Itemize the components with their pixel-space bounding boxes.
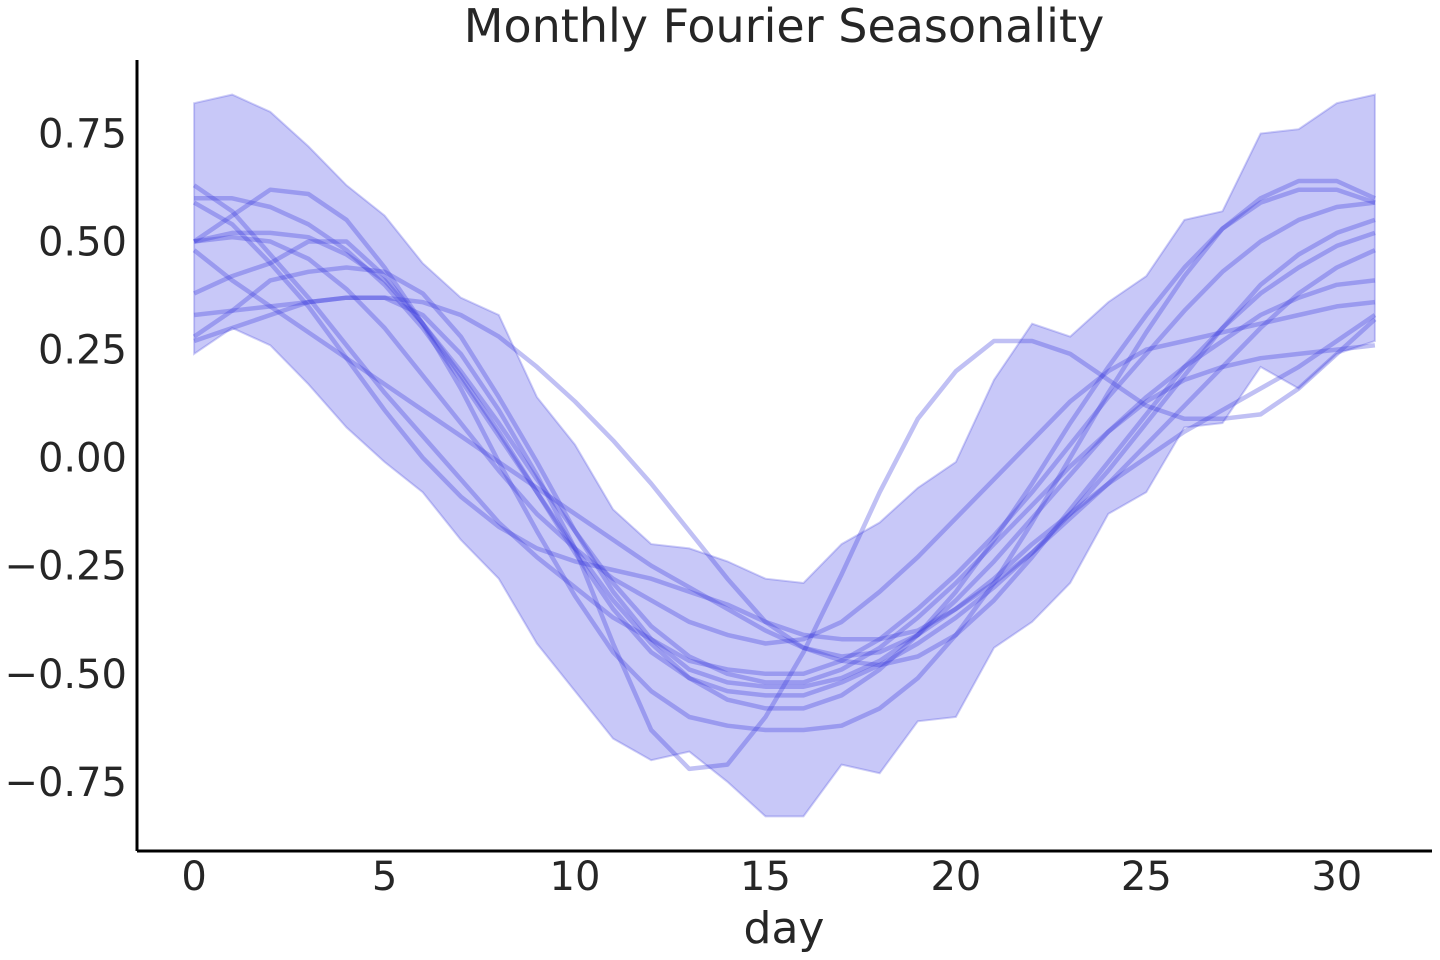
series-line-5 <box>193 217 1376 698</box>
chart-title: Monthly Fourier Seasonality <box>464 0 1104 53</box>
series-line-3 <box>192 178 1376 733</box>
series-line-6 <box>192 265 1376 689</box>
y-tick-label: −0.25 <box>4 544 127 590</box>
y-tick-label: −0.50 <box>4 652 127 698</box>
y-tick-label: 0.25 <box>38 328 127 374</box>
y-tick-label: 0.00 <box>38 436 127 482</box>
y-tick-label: −0.75 <box>4 760 127 806</box>
x-axis-label: day <box>744 903 825 954</box>
y-tick-label: 0.50 <box>38 220 127 266</box>
series-line-4 <box>192 230 1376 668</box>
x-tick-label: 10 <box>550 854 601 900</box>
x-tick-label: 0 <box>181 854 206 900</box>
series-line-10 <box>193 295 1377 772</box>
axes <box>135 60 1432 853</box>
series-line-7 <box>193 295 1377 659</box>
credible-interval-band <box>193 93 1376 818</box>
series-line-9 <box>193 230 1376 685</box>
plot-area <box>192 93 1377 818</box>
series-line-11 <box>193 234 1376 646</box>
tick-labels: 0 5 10 15 20 25 30 0.75 0.50 0.25 0.00 −0.25 −0.50 −0… <box>4 111 1362 900</box>
x-tick-label: 20 <box>930 854 981 900</box>
series-line-1 <box>192 183 1376 677</box>
series-line-2 <box>194 187 1376 711</box>
series-line-8 <box>192 200 1376 642</box>
y-tick-label: 0.75 <box>38 111 127 157</box>
x-tick-label: 5 <box>372 854 397 900</box>
x-tick-label: 25 <box>1121 854 1172 900</box>
x-tick-label: 15 <box>740 854 791 900</box>
x-tick-label: 30 <box>1311 854 1362 900</box>
